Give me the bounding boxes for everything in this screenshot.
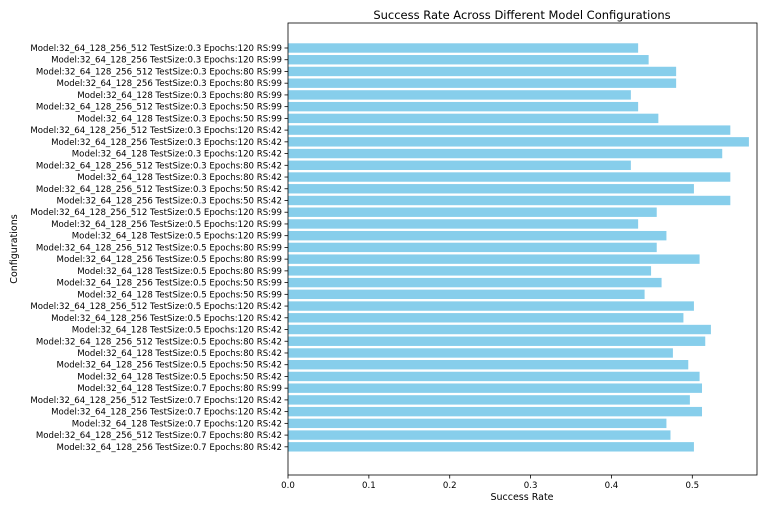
bar <box>288 418 667 429</box>
y-tick-label: Model:32_64_128_256 TestSize:0.3 Epochs:… <box>51 138 282 148</box>
y-tick-label: Model:32_64_128_256_512 TestSize:0.7 Epo… <box>30 396 282 406</box>
bar <box>288 395 690 405</box>
x-tick-label: 0.4 <box>605 481 619 491</box>
y-tick-label: Model:32_64_128 TestSize:0.5 Epochs:50 R… <box>77 290 282 300</box>
y-tick-label: Model:32_64_128 TestSize:0.5 Epochs:80 R… <box>77 349 282 359</box>
y-tick-label: Model:32_64_128_256 TestSize:0.5 Epochs:… <box>57 279 282 289</box>
bar <box>288 55 649 65</box>
bar <box>288 348 673 358</box>
y-tick-label: Model:32_64_128_256 TestSize:0.5 Epochs:… <box>57 361 282 371</box>
bar <box>288 266 652 276</box>
y-axis-label: Configurations <box>9 214 20 283</box>
y-tick-label: Model:32_64_128_256 TestSize:0.3 Epochs:… <box>57 79 282 89</box>
y-tick-label: Model:32_64_128_256 TestSize:0.7 Epochs:… <box>57 443 282 453</box>
bar <box>288 254 700 264</box>
bar <box>288 371 700 382</box>
y-tick-label: Model:32_64_128_256_512 TestSize:0.3 Epo… <box>30 44 282 54</box>
plot-frame <box>287 22 758 476</box>
bar <box>288 184 694 194</box>
bar <box>288 101 639 112</box>
x-tick-label: 0.1 <box>362 481 376 491</box>
y-tick-label: Model:32_64_128_256_512 TestSize:0.3 Epo… <box>36 161 282 171</box>
bar <box>288 430 671 440</box>
x-tick-label: 0.3 <box>524 481 538 491</box>
y-tick-label: Model:32_64_128_256_512 TestSize:0.3 Epo… <box>30 126 282 136</box>
bar <box>288 125 731 135</box>
y-tick-label: Model:32_64_128_256 TestSize:0.7 Epochs:… <box>51 408 282 418</box>
bar <box>288 324 711 335</box>
bars-group <box>288 43 749 452</box>
bar <box>288 43 639 53</box>
bar <box>288 360 689 370</box>
chart-title: Success Rate Across Different Model Conf… <box>373 8 670 22</box>
y-tick-label: Model:32_64_128 TestSize:0.5 Epochs:120 … <box>72 232 282 242</box>
bar <box>288 406 703 417</box>
bar <box>288 383 703 393</box>
y-tick-label: Model:32_64_128 TestSize:0.3 Epochs:80 R… <box>77 173 282 183</box>
bar <box>288 289 645 300</box>
y-tick-label: Model:32_64_128_256_512 TestSize:0.7 Epo… <box>36 431 282 441</box>
y-tick-label: Model:32_64_128_256_512 TestSize:0.5 Epo… <box>36 243 282 253</box>
y-tick-label: Model:32_64_128 TestSize:0.3 Epochs:80 R… <box>77 91 282 101</box>
x-tick-label: 0.2 <box>443 481 457 491</box>
bar <box>288 207 657 217</box>
x-tick-label: 0.0 <box>281 481 295 491</box>
x-axis-ticks: 0.0 0.1 0.2 0.3 0.4 0.5 <box>281 475 699 491</box>
y-tick-label: Model:32_64_128_256 TestSize:0.5 Epochs:… <box>51 220 282 230</box>
bar <box>288 336 706 346</box>
bar <box>288 442 694 452</box>
bar <box>288 160 631 170</box>
y-tick-label: Model:32_64_128_256_512 TestSize:0.3 Epo… <box>36 185 282 195</box>
y-tick-label: Model:32_64_128_256 TestSize:0.5 Epochs:… <box>51 314 282 324</box>
bar <box>288 242 657 253</box>
bar <box>288 66 677 77</box>
y-tick-label: Model:32_64_128_256_512 TestSize:0.5 Epo… <box>30 302 282 312</box>
bar <box>288 277 662 288</box>
bar <box>288 78 677 88</box>
y-tick-label: Model:32_64_128_256_512 TestSize:0.3 Epo… <box>36 67 282 77</box>
y-tick-label: Model:32_64_128 TestSize:0.5 Epochs:120 … <box>72 326 282 336</box>
bar <box>288 90 631 100</box>
y-tick-label: Model:32_64_128 TestSize:0.3 Epochs:50 R… <box>77 114 282 124</box>
bar <box>288 313 684 323</box>
bar <box>288 172 731 182</box>
y-tick-label: Model:32_64_128_256_512 TestSize:0.5 Epo… <box>36 337 282 347</box>
y-tick-label: Model:32_64_128 TestSize:0.5 Epochs:50 R… <box>77 372 282 382</box>
y-tick-label: Model:32_64_128_256_512 TestSize:0.5 Epo… <box>30 208 282 218</box>
y-tick-label: Model:32_64_128_256 TestSize:0.3 Epochs:… <box>57 196 282 206</box>
y-tick-label: Model:32_64_128_256 TestSize:0.3 Epochs:… <box>51 56 282 66</box>
bar <box>288 301 694 311</box>
bar <box>288 113 659 124</box>
y-tick-label: Model:32_64_128 TestSize:0.5 Epochs:80 R… <box>77 267 282 277</box>
bar <box>288 148 723 159</box>
y-axis-ticks: Model:32_64_128_256_512 TestSize:0.3 Epo… <box>30 44 288 453</box>
y-tick-label: Model:32_64_128_256_512 TestSize:0.3 Epo… <box>36 103 282 113</box>
y-tick-label: Model:32_64_128 TestSize:0.3 Epochs:120 … <box>72 150 282 160</box>
bar <box>288 195 731 206</box>
y-tick-label: Model:32_64_128 TestSize:0.7 Epochs:80 R… <box>77 384 282 394</box>
y-tick-label: Model:32_64_128 TestSize:0.7 Epochs:120 … <box>72 419 282 429</box>
x-axis-label: Success Rate <box>490 492 553 503</box>
bar <box>288 219 639 229</box>
bar <box>288 230 667 241</box>
bar <box>288 137 749 147</box>
y-tick-label: Model:32_64_128_256 TestSize:0.5 Epochs:… <box>57 255 282 265</box>
x-tick-label: 0.5 <box>685 481 699 491</box>
